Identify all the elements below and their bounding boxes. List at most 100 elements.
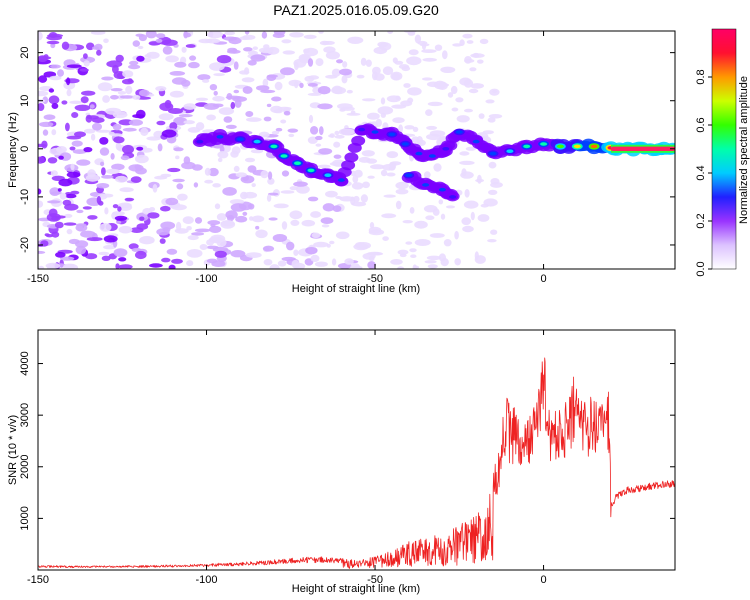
spectrogram-ridge [192, 123, 675, 202]
spectrogram-noise-blob [223, 116, 233, 123]
spectrogram-noise-blob [394, 60, 404, 65]
spectrogram-noise-blob [101, 255, 111, 261]
ridge-core [442, 147, 450, 151]
colorbar [711, 28, 737, 270]
spectrogram-noise-blob [80, 230, 96, 238]
spectrogram-noise-blob [323, 46, 336, 53]
spectrogram-noise-blob [395, 181, 409, 190]
spectrogram-noise-blob [244, 31, 250, 35]
x-tick-label: 0 [540, 273, 546, 285]
spectrogram-noise-blob [197, 74, 211, 81]
spectrogram-noise-blob [214, 203, 221, 210]
spectrogram-noise-blob [217, 157, 223, 163]
spectrogram-noise-blob [168, 264, 176, 269]
spectrogram-noise-blob [311, 232, 321, 239]
spectrogram-noise-blob [136, 146, 144, 151]
spectrogram-noise-blob [487, 239, 497, 243]
spectrogram-noise-blob [110, 88, 123, 92]
snr-plot-area [38, 330, 675, 570]
spectrogram-noise-blob [180, 79, 191, 87]
spectrogram-noise-blob [298, 53, 311, 62]
spectrogram-noise-blob [47, 157, 58, 164]
y-tick-label: 1000 [19, 506, 31, 530]
spectrogram-noise-blob [334, 130, 340, 136]
spectrogram-noise-blob [408, 49, 419, 56]
spectrogram-noise-blob [427, 264, 438, 269]
spectrogram-noise-blob [244, 67, 250, 75]
spectrogram-noise-blob [255, 229, 268, 239]
spectrogram-noise-blob [465, 146, 477, 151]
spectrogram-noise-blob [454, 230, 459, 240]
spectrogram-noise-blob [440, 258, 449, 267]
spectrogram-noise-blob [262, 78, 269, 88]
spectrogram-noise-blob [169, 122, 178, 131]
spectrogram-noise-blob [186, 226, 192, 231]
spectrogram-noise-blob [464, 56, 472, 64]
spectrogram-noise-blob [477, 214, 490, 222]
spectrogram-noise-blob [260, 170, 269, 179]
ridge-halo [341, 160, 356, 171]
spectrogram-noise-blob [410, 254, 417, 258]
spectrogram-noise-blob [155, 86, 167, 92]
spectrogram-noise-blob [391, 104, 407, 109]
colorbar-tick-label: 0.4 [695, 165, 707, 180]
spectrogram-noise-blob [474, 255, 486, 264]
spectrogram-noise-blob [122, 70, 134, 78]
spectrogram-noise-blob [135, 33, 145, 37]
spectrogram-noise-blob [38, 265, 45, 269]
spectrogram-noise-blob [346, 112, 361, 116]
spectrogram-noise-blob [57, 188, 62, 192]
spectrogram-noise-blob [59, 256, 75, 261]
spectrogram-noise-blob [105, 107, 122, 115]
spectrogram-noise-blob [208, 167, 219, 177]
spectrogram-noise-blob [242, 86, 253, 94]
spectrogram-noise-blob [66, 228, 73, 235]
spectrogram-noise-blob [96, 183, 110, 189]
spectrogram-noise-blob [132, 40, 140, 47]
ridge-core [337, 178, 345, 182]
spectrogram-noise-blob [165, 55, 179, 63]
spectrogram-noise-blob [405, 241, 413, 245]
secondary-track-core [405, 173, 413, 177]
spectrogram-noise-blob [204, 167, 211, 176]
spectrogram-noise-blob [118, 264, 133, 269]
secondary-track-core [438, 187, 446, 192]
spectrogram-noise-blob [454, 258, 462, 266]
spectrogram-noise-blob [212, 246, 229, 253]
ridge-core [573, 144, 581, 149]
spectrogram-noise-blob [289, 210, 303, 220]
spectrogram-noise-blob [423, 171, 431, 179]
spectrogram-noise-blob [160, 205, 171, 212]
spectrogram-noise-blob [255, 225, 260, 230]
spectrogram-noise-blob [189, 55, 197, 61]
spectrogram-noise-blob [365, 59, 372, 67]
spectrogram-noise-blob [382, 236, 389, 242]
spectrogram-noise-blob [362, 98, 376, 102]
ridge-halo [344, 152, 359, 163]
spectrogram-noise-blob [427, 101, 443, 107]
spectrogram-noise-blob [160, 221, 176, 230]
spectrogram-noise-blob [145, 31, 157, 39]
spectrogram-noise-blob [38, 75, 48, 83]
spectrogram-noise-blob [320, 217, 334, 225]
spectrogram-noise-blob [100, 193, 114, 198]
y-tick-label: 3000 [19, 403, 31, 427]
spectrogram-noise-blob [49, 147, 65, 156]
spectrogram-noise-blob [398, 124, 403, 134]
ridge-core [388, 132, 396, 137]
spectrogram-noise-blob [225, 95, 242, 100]
spectrogram-noise-blob [118, 225, 133, 234]
spectrogram-noise-blob [445, 205, 456, 209]
spectrogram-noise-blob [83, 147, 93, 153]
spectrogram-noise-blob [204, 179, 214, 184]
spectrogram-noise-blob [199, 244, 208, 250]
spectrogram-noise-blob [118, 257, 127, 262]
spectrogram-noise-blob [280, 119, 287, 124]
spectrogram-noise-blob [159, 238, 166, 244]
spectrogram-noise-blob [232, 48, 237, 54]
spectrogram-noise-blob [43, 114, 56, 120]
spectrogram-noise-blob [322, 40, 335, 45]
spectrogram-noise-blob [338, 128, 355, 136]
spectrogram-noise-blob [315, 58, 324, 67]
spectrogram-noise-blob [331, 68, 341, 77]
